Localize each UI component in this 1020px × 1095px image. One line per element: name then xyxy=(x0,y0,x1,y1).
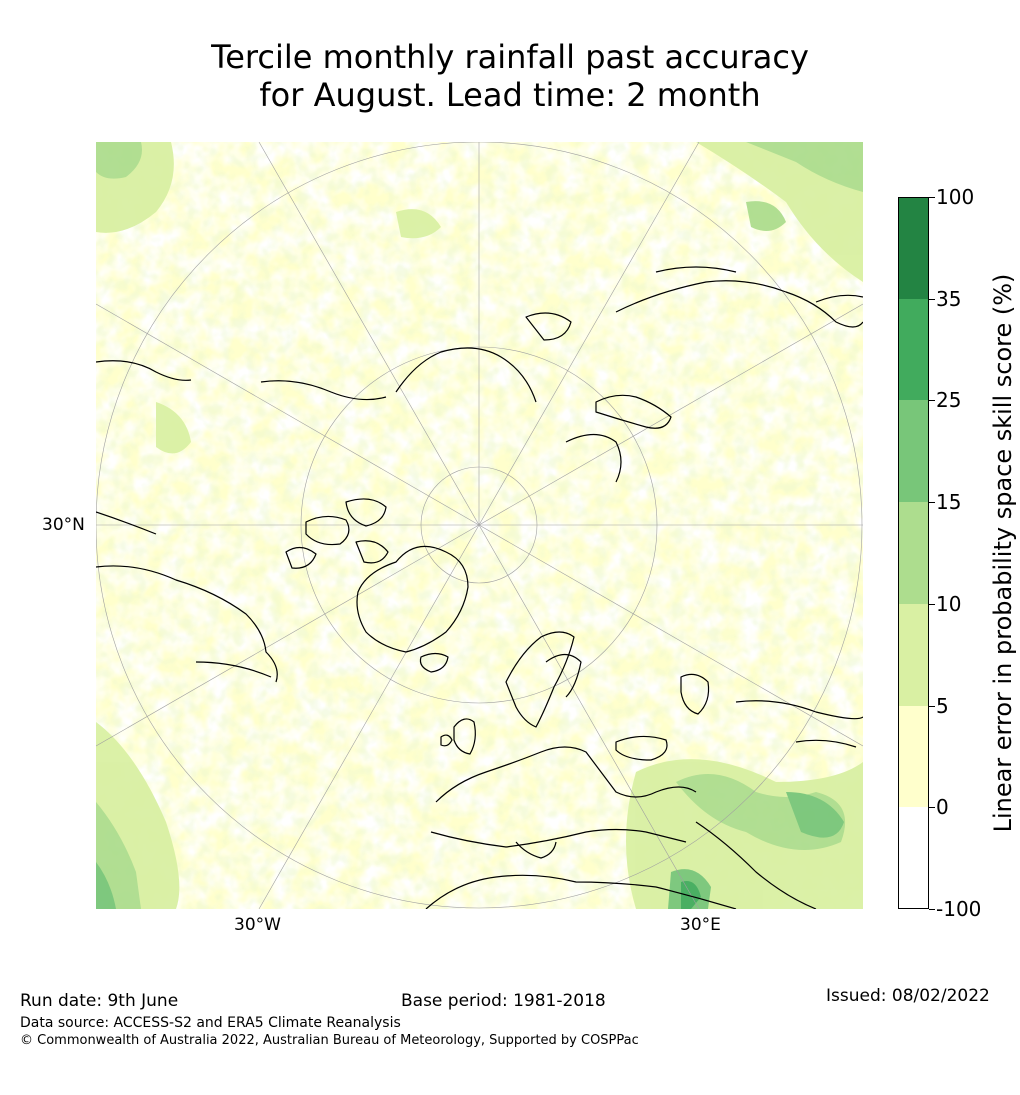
colorbar-bin xyxy=(898,603,929,706)
colorbar-tick-label: 25 xyxy=(936,388,962,413)
lon-30e-label: 30°E xyxy=(680,915,721,935)
colorbar-tick-label: 100 xyxy=(936,185,975,209)
issued-date: Issued: 08/02/2022 xyxy=(826,986,990,1006)
colorbar-tick xyxy=(929,909,935,910)
colorbar-tick xyxy=(929,197,935,198)
colorbar-title: Linear error in probability space skill … xyxy=(989,273,1017,833)
colorbar-tick xyxy=(929,705,935,707)
colorbar-tick-label: 0 xyxy=(936,795,949,820)
colorbar-tick xyxy=(929,298,935,300)
skill-patches xyxy=(96,142,863,909)
colorbar-tick-label: 5 xyxy=(936,693,949,718)
colorbar-bin xyxy=(898,400,929,503)
colorbar-bin xyxy=(898,705,929,808)
colorbar-tick xyxy=(929,502,935,504)
title-line-1: Tercile monthly rainfall past accuracy xyxy=(211,38,809,76)
title-line-2: for August. Lead time: 2 month xyxy=(259,76,761,114)
colorbar-bin xyxy=(898,298,929,401)
coastlines xyxy=(96,266,863,909)
copyright: © Commonwealth of Australia 2022, Austra… xyxy=(20,1033,639,1048)
lat-30n-label: 30°N xyxy=(42,515,85,535)
colorbar-tick-label: -100 xyxy=(936,897,982,921)
colorbar-tick xyxy=(929,603,935,605)
graticule xyxy=(96,142,863,909)
polar-map xyxy=(96,142,863,909)
colorbar-tick-label: 15 xyxy=(936,490,962,515)
lon-30w-label: 30°W xyxy=(234,915,281,935)
colorbar xyxy=(898,197,929,909)
data-source: Data source: ACCESS-S2 and ERA5 Climate … xyxy=(20,1015,401,1031)
colorbar-bin xyxy=(898,197,929,299)
colorbar-tick xyxy=(929,400,935,402)
colorbar-bin xyxy=(898,502,929,604)
colorbar-tick-label: 35 xyxy=(936,286,962,311)
run-date: Run date: 9th June xyxy=(20,991,179,1011)
chart-title: Tercile monthly rainfall past accuracy f… xyxy=(0,38,1020,114)
colorbar-bin xyxy=(898,807,929,909)
colorbar-tick-label: 10 xyxy=(936,591,962,616)
colorbar-tick xyxy=(929,807,935,809)
base-period: Base period: 1981-2018 xyxy=(401,991,606,1011)
colorbar-frame xyxy=(898,197,929,909)
